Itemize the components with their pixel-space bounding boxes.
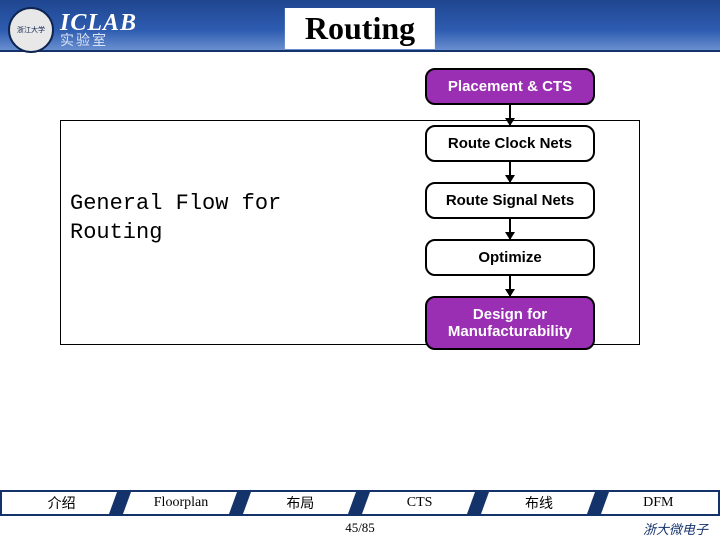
lab-logo-main: ICLAB <box>60 11 137 35</box>
nav-tabs: 介绍 Floorplan 布局 CTS 布线 DFM <box>0 490 720 516</box>
logo-block: 浙江大学 ICLAB 实验室 <box>0 7 137 53</box>
slide-footer: 介绍 Floorplan 布局 CTS 布线 DFM 45/85 浙大微电子 <box>0 490 720 540</box>
tab-intro[interactable]: 介绍 <box>0 490 121 516</box>
tab-label: 布线 <box>525 493 553 513</box>
lab-logo: ICLAB 实验室 <box>60 11 137 49</box>
tab-placement[interactable]: 布局 <box>241 490 360 516</box>
flow-caption: General Flow for Routing <box>70 190 281 247</box>
flow-node-route-signal: Route Signal Nets <box>425 182 595 219</box>
tab-dfm[interactable]: DFM <box>599 490 720 516</box>
tab-cts[interactable]: CTS <box>360 490 479 516</box>
tab-routing[interactable]: 布线 <box>479 490 598 516</box>
flow-node-optimize: Optimize <box>425 239 595 276</box>
flow-arrow <box>509 105 511 125</box>
flow-caption-l1: General Flow for <box>70 191 281 216</box>
flow-node-route-clock: Route Clock Nets <box>425 125 595 162</box>
slide-body: General Flow for Routing Placement & CTS… <box>0 60 720 490</box>
flow-arrow <box>509 276 511 296</box>
flow-node-dfm: Design for Manufacturability <box>425 296 595 350</box>
tab-label: DFM <box>643 495 673 511</box>
page-number: 45/85 <box>345 520 375 536</box>
flow-caption-l2: Routing <box>70 220 162 245</box>
tab-label: CTS <box>407 495 433 511</box>
lab-logo-sub: 实验室 <box>60 35 137 49</box>
tab-label: Floorplan <box>154 495 208 511</box>
slide-title: Routing <box>285 8 435 49</box>
seal-text: 浙江大学 <box>17 25 45 35</box>
department-label: 浙大微电子 <box>643 519 708 538</box>
university-seal-icon: 浙江大学 <box>8 7 54 53</box>
tab-label: 布局 <box>286 493 314 513</box>
flowchart: Placement & CTS Route Clock Nets Route S… <box>380 68 640 350</box>
header-content: 浙江大学 ICLAB 实验室 Routing <box>0 0 720 60</box>
bottom-row: 45/85 浙大微电子 <box>0 516 720 538</box>
tab-label: 介绍 <box>48 493 76 513</box>
flow-arrow <box>509 162 511 182</box>
slide-header: 浙江大学 ICLAB 实验室 Routing <box>0 0 720 60</box>
tab-floorplan[interactable]: Floorplan <box>121 490 240 516</box>
flow-arrow <box>509 219 511 239</box>
flow-node-placement-cts: Placement & CTS <box>425 68 595 105</box>
